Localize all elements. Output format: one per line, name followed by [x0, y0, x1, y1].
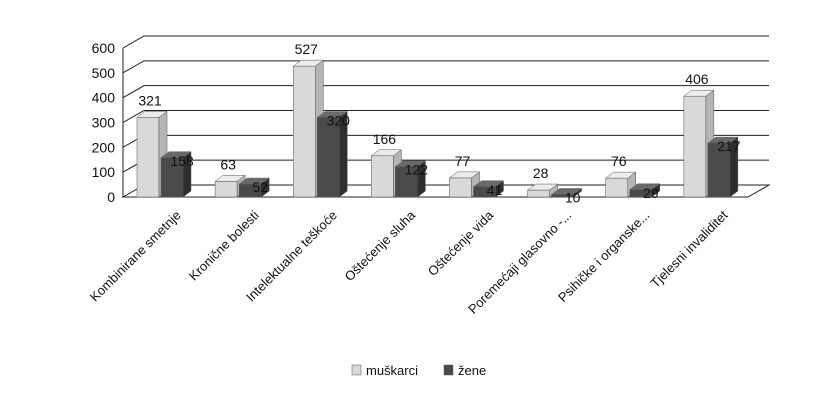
bar-top-muskarci	[448, 171, 481, 179]
gridline	[122, 35, 769, 49]
legend-label-muskarci: muškarci	[366, 363, 418, 378]
legend-swatch-zene	[443, 364, 454, 376]
bar-top-zene	[238, 177, 270, 185]
data-label: 29	[643, 185, 659, 201]
x-tick-label: Kombinirane smetnje	[87, 208, 184, 305]
bar-muskarci	[605, 177, 628, 198]
gridline	[122, 60, 769, 74]
data-label: 28	[533, 165, 549, 181]
bar-muskarci	[136, 117, 160, 198]
bar-muskarci	[527, 189, 550, 198]
x-tick-label: Oštećenje vida	[425, 207, 497, 279]
bar-top-zene	[394, 160, 427, 167]
bar-muskarci	[683, 95, 707, 198]
bar-muskarci	[214, 181, 238, 198]
data-label: 41	[487, 182, 503, 198]
data-label: 77	[455, 153, 471, 169]
data-label: 166	[373, 131, 397, 147]
y-tick-label: 300	[92, 115, 116, 131]
bar-top-zene	[316, 111, 348, 118]
data-label: 76	[611, 153, 627, 169]
legend-label-zene: žene	[458, 363, 486, 378]
gridline	[122, 85, 769, 99]
bar-muskarci	[371, 155, 394, 198]
data-label: 527	[295, 41, 319, 57]
bar-top-muskarci	[526, 183, 559, 191]
y-tick-label: 0	[107, 189, 115, 205]
y-tick-label: 400	[92, 90, 116, 106]
gridline	[122, 110, 769, 123]
data-label: 320	[327, 113, 351, 129]
bar-top-muskarci	[370, 149, 403, 157]
bar-top-muskarci	[292, 59, 324, 67]
bar-top-zene	[629, 183, 661, 191]
bar-top-muskarci	[605, 171, 637, 179]
x-tick-label: Kronične bolesti	[186, 207, 262, 283]
data-label: 63	[220, 156, 236, 172]
data-label: 10	[565, 190, 581, 206]
data-label: 217	[717, 138, 741, 154]
bar-top-muskarci	[136, 111, 168, 118]
x-tick-label: Oštećenje sluha	[342, 207, 419, 284]
bar-top-muskarci	[214, 175, 246, 182]
x-tick-label: Tjelesni invaliditet	[647, 207, 730, 290]
y-tick-label: 500	[92, 65, 116, 81]
bar-top-zene	[160, 151, 192, 159]
bar-muskarci	[449, 177, 472, 198]
data-label: 158	[170, 153, 194, 169]
bar-muskarci	[293, 65, 316, 198]
legend-swatch-muskarci	[351, 364, 362, 376]
y-tick-label: 600	[92, 40, 116, 56]
y-tick-label: 200	[92, 139, 116, 155]
y-tick-label: 100	[92, 164, 116, 180]
gridline	[122, 134, 769, 148]
bar-top-muskarci	[683, 89, 715, 97]
bar-top-zene	[472, 180, 505, 188]
data-label: 406	[685, 71, 709, 87]
data-label: 52	[252, 179, 268, 195]
data-label: 122	[405, 162, 429, 178]
bar-top-zene	[707, 136, 739, 144]
data-label: 321	[138, 92, 162, 108]
bar-zene	[317, 117, 340, 198]
bar-top-zene	[550, 188, 583, 195]
